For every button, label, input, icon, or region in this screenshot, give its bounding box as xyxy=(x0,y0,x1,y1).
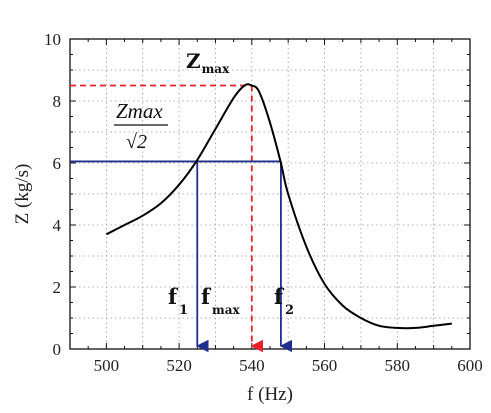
fmax-annotation-main: f xyxy=(201,284,212,309)
x-tick-label: 500 xyxy=(94,356,120,375)
fraction-numerator: Zmax xyxy=(116,99,163,123)
zmax-annotation-main: Z xyxy=(186,49,201,73)
y-axis-label: Z (kg/s) xyxy=(12,164,33,225)
x-tick-label: 600 xyxy=(457,356,483,375)
tick-labels: 500 520 540 560 580 600 0 2 4 6 8 10 xyxy=(44,30,483,375)
impedance-curve xyxy=(105,83,452,330)
f2-annotation: f2 xyxy=(274,284,294,318)
y-tick-label: 0 xyxy=(53,340,62,359)
f1-annotation: f1 xyxy=(168,284,188,318)
fraction-denominator: √2 xyxy=(126,131,147,153)
zmax-annotation: Zmax xyxy=(186,49,230,76)
y-tick-label: 6 xyxy=(53,154,62,173)
x-tick-label: 520 xyxy=(166,356,192,375)
y-tick-label: 4 xyxy=(53,216,62,235)
fmax-annotation-sub: max xyxy=(212,303,240,317)
f2-annotation-sub: 2 xyxy=(285,303,294,318)
x-axis-label: f (Hz) xyxy=(247,384,293,405)
zmax-annotation-sub: max xyxy=(202,62,230,76)
f1-annotation-sub: 1 xyxy=(179,303,188,318)
y-tick-label: 2 xyxy=(53,278,62,297)
f1-annotation-main: f xyxy=(168,284,179,309)
y-tick-label: 10 xyxy=(44,30,61,49)
x-tick-label: 580 xyxy=(385,356,411,375)
x-tick-label: 560 xyxy=(312,356,338,375)
reference-guides xyxy=(70,84,293,353)
grid-lines xyxy=(70,39,470,349)
fmax-annotation: fmax xyxy=(201,284,241,317)
f2-annotation-main: f xyxy=(274,284,285,309)
y-tick-label: 8 xyxy=(53,92,62,111)
x-tick-label: 540 xyxy=(239,356,265,375)
